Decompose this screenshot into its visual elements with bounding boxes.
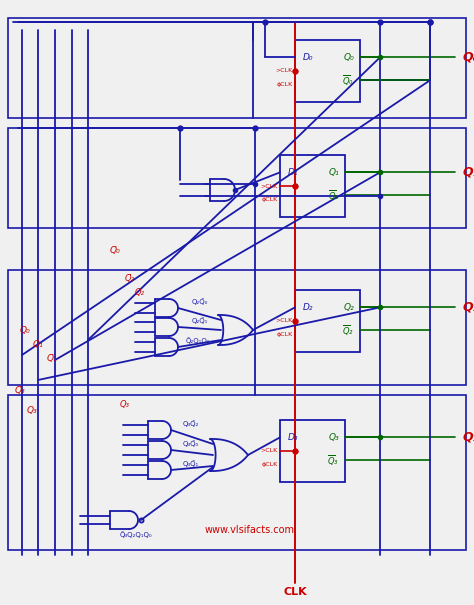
Text: Q₁: Q₁: [463, 166, 474, 179]
Text: Q₃: Q₃: [27, 405, 37, 414]
Text: Q₂Q̄₀: Q₂Q̄₀: [192, 299, 209, 306]
Text: Q₁: Q₁: [328, 168, 339, 177]
Bar: [295, 290, 360, 352]
Text: Q₃Q̄₀: Q₃Q̄₀: [183, 440, 199, 447]
Text: $\overline{Q}$₁: $\overline{Q}$₁: [328, 188, 339, 203]
Text: Q̄₂Q₁Q₀: Q̄₂Q₁Q₀: [186, 338, 210, 344]
Text: $\overline{Q}$₃: $\overline{Q}$₃: [328, 453, 339, 468]
Bar: [280, 420, 345, 482]
Text: >CLK: >CLK: [276, 68, 293, 73]
Text: ϕCLK: ϕCLK: [277, 332, 293, 337]
Text: D₂: D₂: [303, 303, 313, 312]
Text: Q₀: Q₀: [343, 53, 354, 62]
Text: ϕCLK: ϕCLK: [262, 462, 278, 467]
Text: Q₃: Q₃: [463, 431, 474, 444]
Text: Q₃: Q₃: [328, 433, 339, 442]
Bar: [8, 395, 466, 550]
Bar: [8, 18, 466, 118]
Text: D₃: D₃: [288, 433, 299, 442]
Text: Q₂: Q₂: [343, 303, 354, 312]
Text: ϕCLK: ϕCLK: [262, 197, 278, 202]
Text: $\overline{Q}$₂: $\overline{Q}$₂: [342, 323, 354, 338]
Text: Q₀: Q₀: [19, 325, 30, 335]
Text: $\overline{Q}$₀: $\overline{Q}$₀: [342, 73, 354, 88]
Text: Q̄₃Q₂Q₁Q₀: Q̄₃Q₂Q₁Q₀: [120, 532, 153, 538]
Text: Q₃Q̄₁: Q₃Q̄₁: [183, 460, 199, 468]
Bar: [295, 40, 360, 102]
Text: Q₃: Q₃: [120, 401, 130, 410]
Text: >CLK: >CLK: [261, 448, 278, 454]
Text: Q̄₁: Q̄₁: [46, 353, 57, 362]
Text: Q₀: Q₀: [463, 51, 474, 64]
Bar: [8, 128, 466, 228]
Text: D₁: D₁: [288, 168, 299, 177]
Text: CLK: CLK: [283, 587, 307, 597]
Text: >CLK: >CLK: [261, 183, 278, 189]
Text: Q₂Q̄₁: Q₂Q̄₁: [192, 318, 209, 324]
Text: Q̄₂: Q̄₂: [125, 273, 135, 283]
Text: Q₂: Q₂: [135, 287, 145, 296]
Text: >CLK: >CLK: [276, 318, 293, 324]
Bar: [280, 155, 345, 217]
Text: Q₃Q̄₂: Q₃Q̄₂: [183, 420, 200, 427]
Text: Q₂: Q₂: [463, 301, 474, 314]
Text: Q₁: Q₁: [33, 341, 44, 350]
Text: www.vlsifacts.com: www.vlsifacts.com: [205, 525, 295, 535]
Text: D₀: D₀: [303, 53, 313, 62]
Text: Q̄₃: Q̄₃: [15, 385, 26, 394]
Text: Q̄₀: Q̄₀: [109, 246, 120, 255]
Text: ϕCLK: ϕCLK: [277, 82, 293, 87]
Bar: [8, 270, 466, 385]
